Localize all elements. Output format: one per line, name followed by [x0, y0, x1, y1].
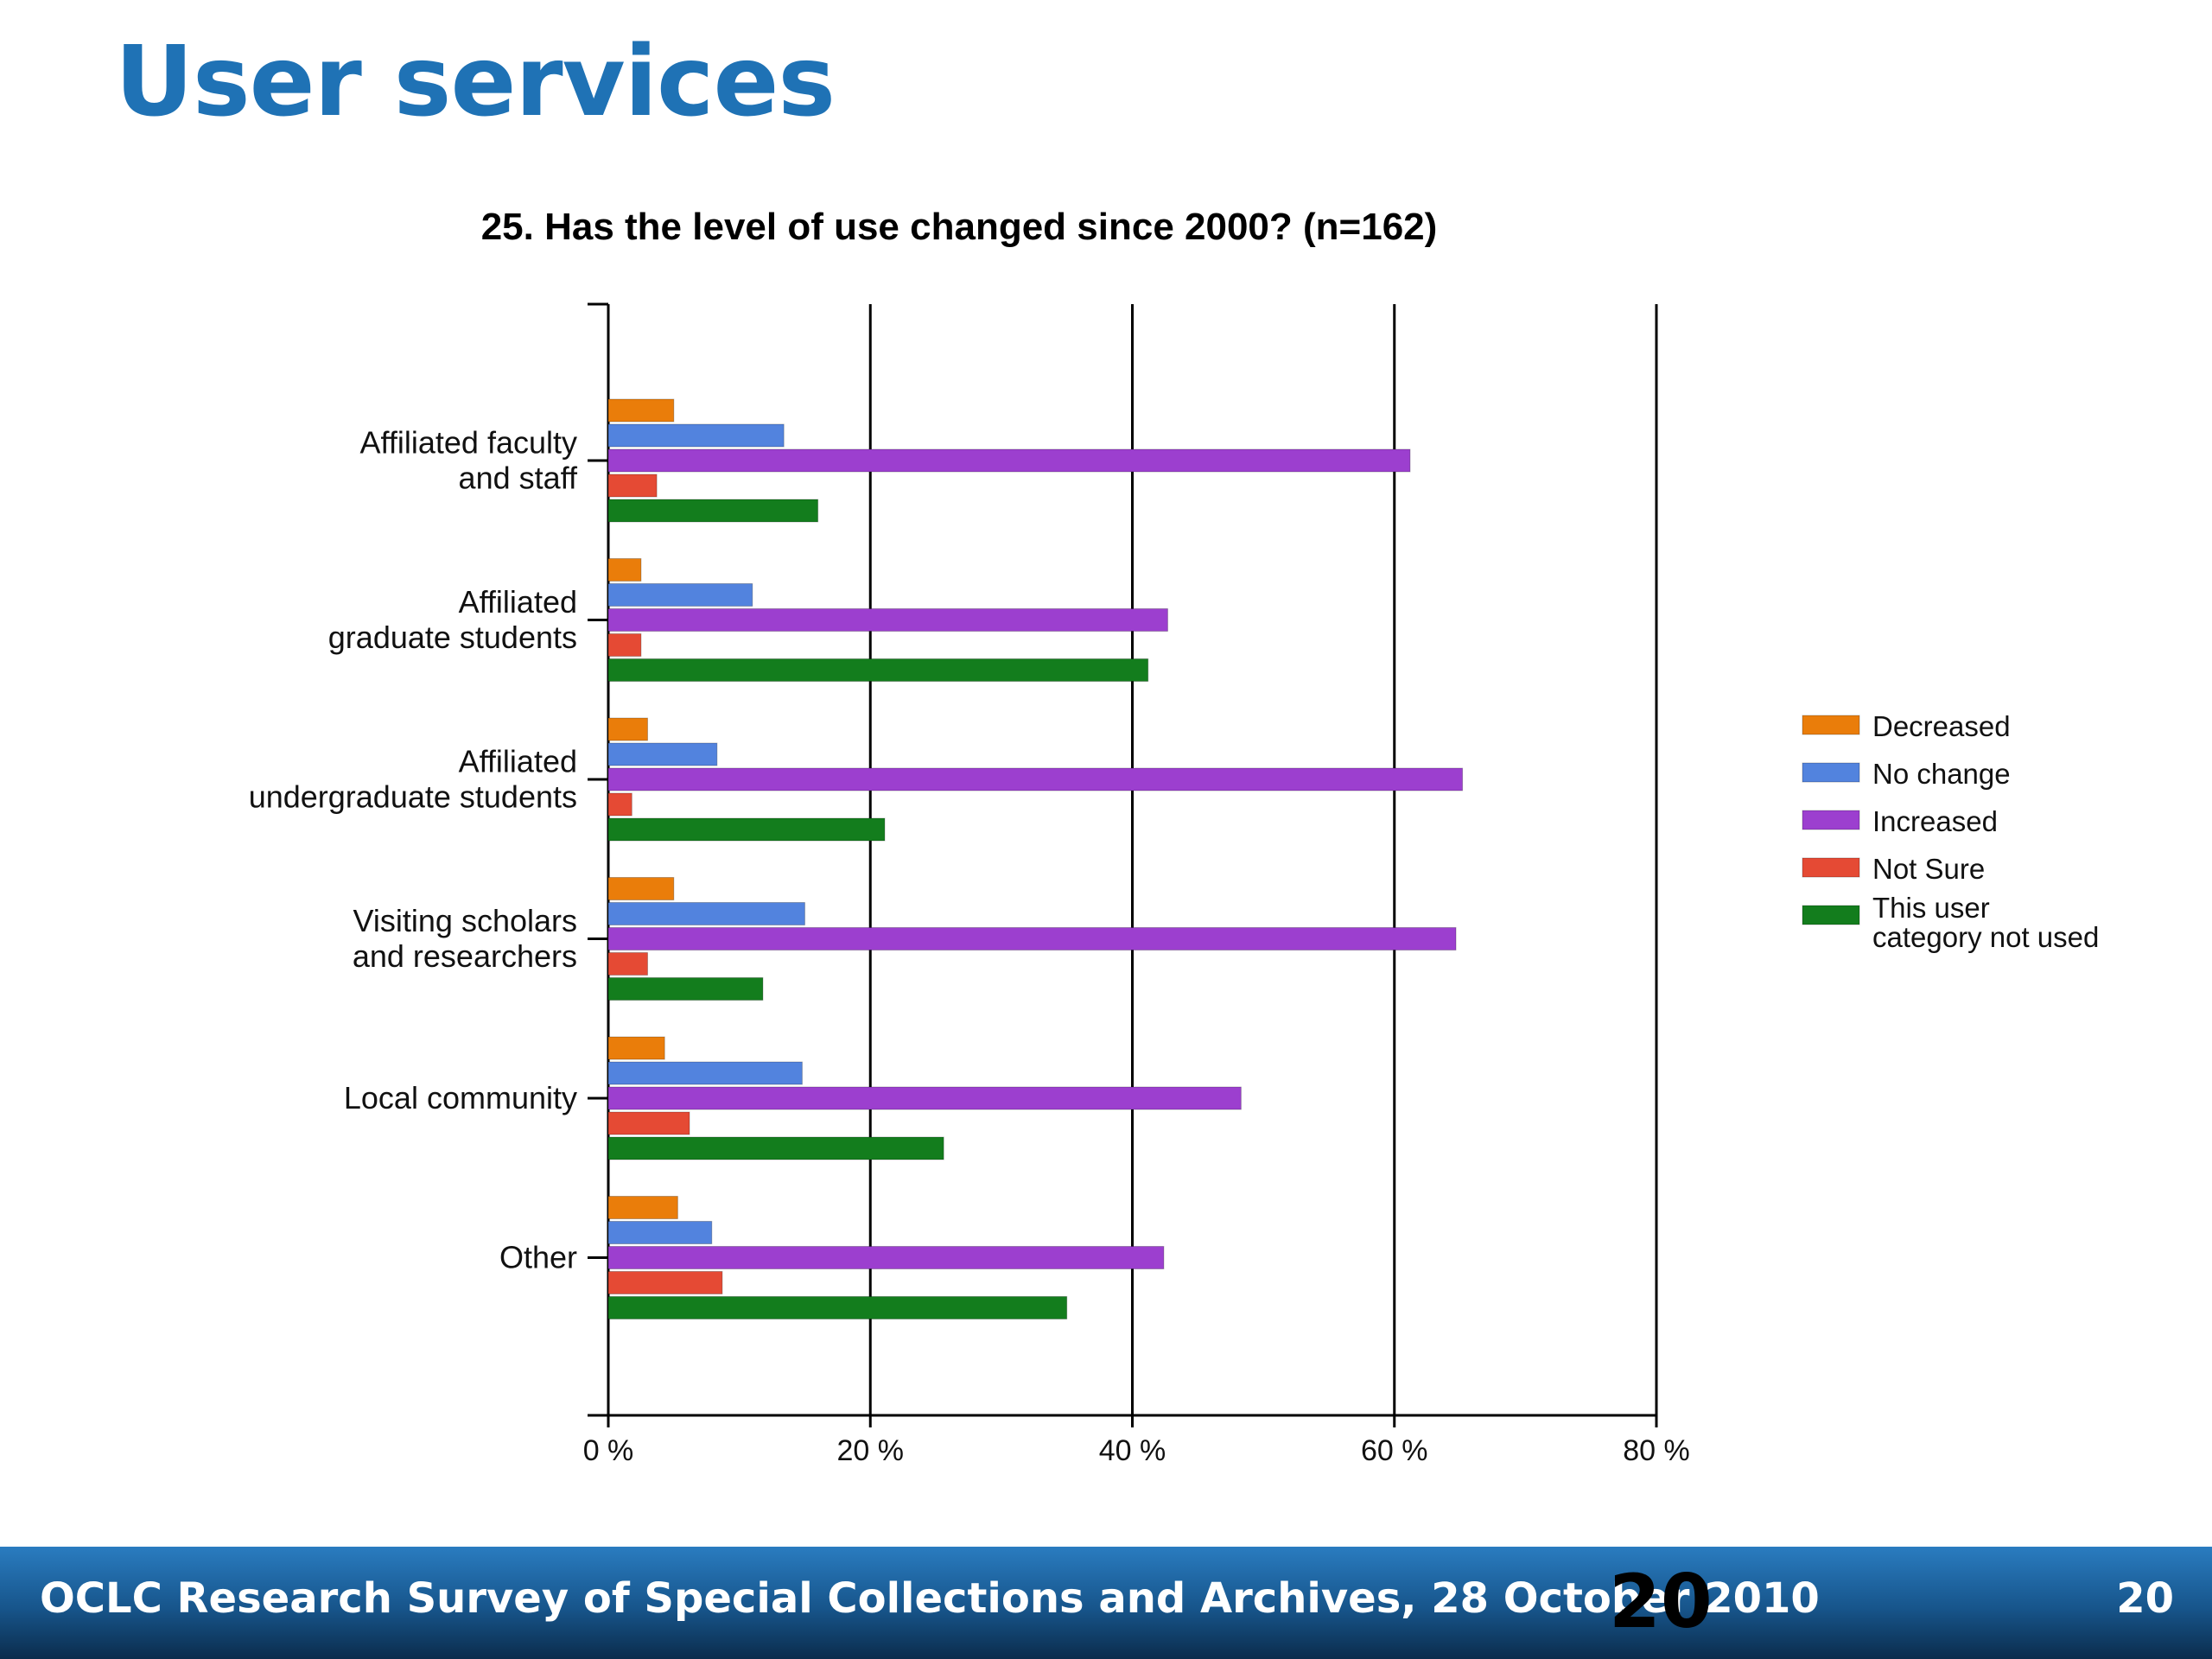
legend-label: Decreased	[1872, 710, 2011, 742]
bar-decreased-3	[607, 877, 675, 900]
bar-increased-2	[607, 767, 1464, 791]
bar-decreased-0	[607, 398, 675, 423]
bar-increased-3	[607, 927, 1457, 950]
footer-text: OCLC Research Survey of Special Collecti…	[40, 1574, 1820, 1623]
bar-not-sure-5	[607, 1271, 723, 1294]
bar-no-change-5	[607, 1221, 713, 1244]
category-label: Visiting scholars	[353, 903, 577, 938]
category-label: Local community	[344, 1080, 577, 1116]
category-label: graduate students	[328, 620, 577, 655]
bar-not-sure-4	[607, 1111, 690, 1135]
legend-swatch-not-used	[1802, 905, 1860, 925]
legend-label: category not used	[1872, 921, 2099, 953]
legend-label: This user	[1872, 892, 1990, 924]
legend-swatch-decreased	[1802, 715, 1860, 735]
bar-decreased-1	[607, 558, 642, 582]
bar-not-used-0	[607, 499, 819, 523]
bar-increased-1	[607, 608, 1168, 632]
slide-title: User services	[115, 26, 836, 138]
bar-not-used-4	[607, 1136, 944, 1160]
bar-increased-5	[607, 1246, 1165, 1269]
legend-label: No change	[1872, 758, 2011, 790]
bar-not-sure-0	[607, 474, 658, 498]
category-label: Affiliated	[459, 584, 577, 620]
footer-big-number: 20	[1609, 1559, 1713, 1645]
bar-not-used-5	[607, 1296, 1068, 1319]
x-tick-label: 40 %	[1099, 1434, 1166, 1467]
chart-title: 25. Has the level of use changed since 2…	[481, 206, 1438, 248]
category-label: undergraduate students	[249, 779, 577, 815]
bar-no-change-0	[607, 423, 785, 448]
legend-swatch-not-sure	[1802, 857, 1860, 878]
bar-decreased-2	[607, 717, 648, 741]
bar-decreased-5	[607, 1196, 678, 1219]
legend-label: Increased	[1872, 805, 1998, 837]
bar-not-sure-2	[607, 792, 632, 817]
bar-no-change-4	[607, 1061, 803, 1085]
legend-swatch-increased	[1802, 810, 1860, 830]
bar-increased-0	[607, 448, 1411, 473]
bar-chart: 25. Has the level of use changed since 2…	[249, 206, 2100, 1467]
bar-no-change-2	[607, 742, 718, 766]
category-label: Other	[499, 1240, 577, 1275]
x-tick-label: 80 %	[1623, 1434, 1690, 1467]
bar-not-used-1	[607, 658, 1149, 682]
category-label: and researchers	[353, 938, 577, 974]
bar-not-used-2	[607, 817, 886, 842]
category-label: Affiliated faculty	[360, 425, 577, 461]
footer-bar: OCLC Research Survey of Special Collecti…	[0, 1547, 2212, 1659]
page-number: 20	[2116, 1574, 2174, 1623]
bar-no-change-1	[607, 583, 753, 607]
bar-not-sure-1	[607, 633, 642, 657]
category-label: and staff	[459, 461, 578, 496]
legend-swatch-no-change	[1802, 762, 1860, 783]
bar-not-used-3	[607, 977, 764, 1001]
bar-no-change-3	[607, 902, 805, 925]
bar-not-sure-3	[607, 952, 648, 976]
x-tick-label: 60 %	[1361, 1434, 1428, 1467]
bar-increased-4	[607, 1086, 1242, 1110]
category-label: Affiliated	[459, 744, 577, 779]
legend-label: Not Sure	[1872, 853, 1985, 885]
x-tick-label: 0 %	[583, 1434, 634, 1467]
x-tick-label: 20 %	[837, 1434, 905, 1467]
bar-decreased-4	[607, 1036, 665, 1060]
